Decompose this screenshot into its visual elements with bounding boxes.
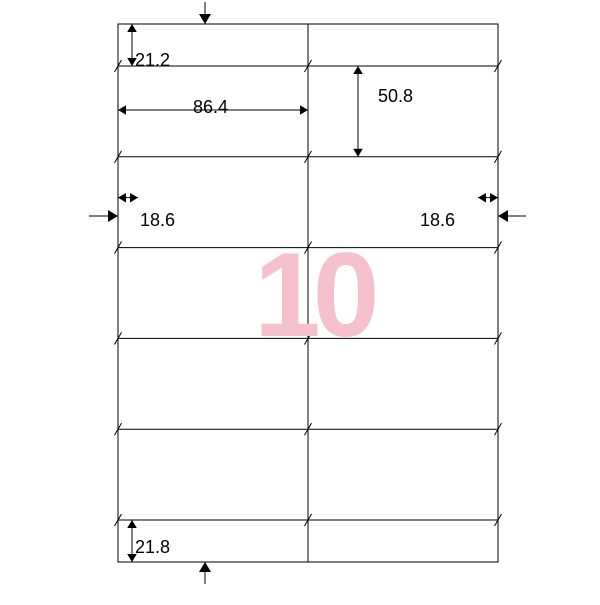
dim-right-margin: 18.6 [420, 210, 455, 231]
diagram-canvas: 10 21.2 86.4 50.8 18.6 18.6 21.8 [0, 0, 600, 600]
dim-label-width: 86.4 [193, 97, 228, 118]
label-count: 10 [254, 226, 371, 364]
dim-label-height: 50.8 [378, 86, 413, 107]
dim-bottom-margin: 21.8 [135, 537, 170, 558]
dim-left-margin: 18.6 [140, 210, 175, 231]
dim-top-margin: 21.2 [135, 50, 170, 71]
